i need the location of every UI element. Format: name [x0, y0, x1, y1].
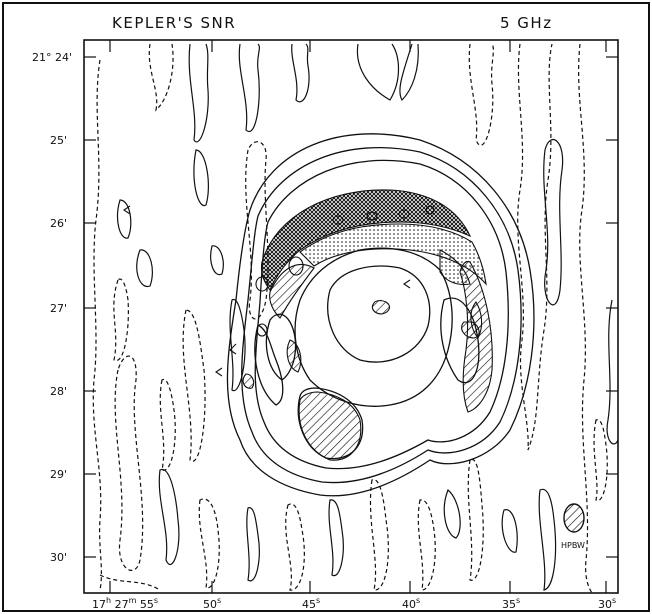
ra-axis-labels: 17h 27m 55s 50s 45s 40s 35s 30s	[92, 596, 616, 611]
ra-label-30: 30s	[598, 596, 616, 611]
southeast-hatch	[298, 391, 362, 461]
beam-indicator: HPBW	[561, 503, 585, 550]
ra-label-45: 45s	[302, 596, 320, 611]
dec-label-27: 27'	[50, 302, 67, 315]
contour-level-2	[241, 146, 522, 484]
northern-rim-crosshatch	[260, 189, 472, 292]
ra-label-40: 40s	[402, 596, 420, 611]
figure-title: KEPLER'S SNR	[112, 14, 236, 32]
plot-frame	[83, 39, 619, 594]
ra-label-35: 35s	[502, 596, 520, 611]
dec-label-30: 30'	[50, 551, 67, 564]
dec-label-25: 25'	[50, 134, 67, 147]
axis-ticks	[84, 40, 618, 593]
beam-ellipse	[563, 503, 585, 533]
contour-inner-bowl	[294, 247, 453, 407]
ra-label-55: 17h 27m 55s	[92, 596, 158, 611]
contour-level-1	[226, 133, 535, 497]
ra-label-50: 50s	[203, 596, 221, 611]
dec-label-24: 21° 24'	[32, 51, 72, 64]
small-blobs	[123, 205, 435, 389]
dec-axis-labels: 21° 24' 25' 26' 27' 28' 29' 30'	[32, 51, 72, 564]
frequency-label: 5 GHz	[500, 14, 553, 32]
northern-rim-stipple	[299, 223, 487, 286]
beam-label: HPBW	[561, 541, 585, 550]
noise-contours	[92, 43, 619, 594]
dec-label-29: 29'	[50, 468, 67, 481]
bright-shell-regions	[260, 189, 493, 461]
remnant-contours	[226, 133, 535, 497]
dec-label-26: 26'	[50, 217, 67, 230]
contour-core	[327, 265, 431, 363]
contour-level-3	[254, 159, 509, 470]
dec-label-28: 28'	[50, 385, 67, 398]
eastern-hatch	[269, 263, 315, 319]
western-stipple	[439, 249, 471, 286]
